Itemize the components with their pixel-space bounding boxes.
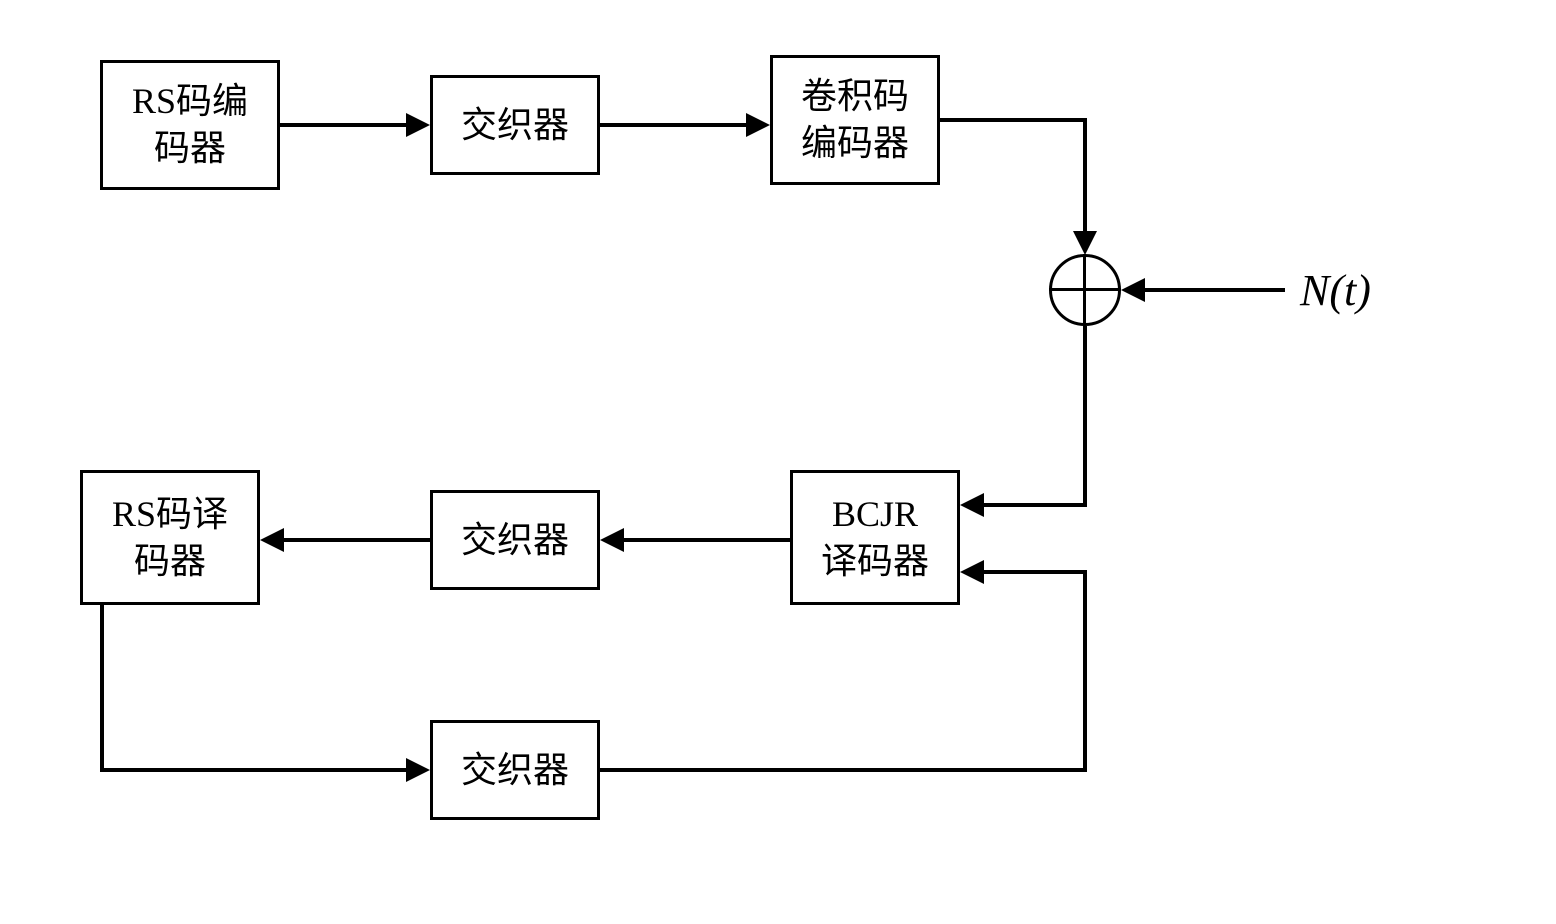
rs-encoder-label: RS码编 码器	[132, 78, 248, 172]
bcjr-decoder-box: BCJR 译码器	[790, 470, 960, 605]
arrow-conv-to-sum-v	[1083, 118, 1087, 233]
arrow-rs-enc-to-int1-head	[406, 113, 430, 137]
interleaver3-box: 交织器	[430, 720, 600, 820]
noise-text: N(t)	[1300, 266, 1371, 315]
rs-encoder-box: RS码编 码器	[100, 60, 280, 190]
interleaver3-label: 交织器	[461, 747, 569, 794]
arrow-rs-dec-to-int3-v	[100, 605, 104, 770]
arrow-int1-to-conv-head	[746, 113, 770, 137]
bcjr-decoder-label: BCJR 译码器	[821, 491, 929, 585]
arrow-conv-to-sum-h	[940, 118, 1087, 122]
arrow-int3-to-bcjr-h	[600, 768, 1087, 772]
arrow-bcjr-to-int2-head	[600, 528, 624, 552]
interleaver1-label: 交织器	[461, 102, 569, 149]
arrow-bcjr-to-int2	[624, 538, 790, 542]
noise-label: N(t)	[1300, 265, 1371, 316]
arrow-int2-to-rs-dec	[284, 538, 430, 542]
arrow-noise-to-sum-head	[1121, 278, 1145, 302]
arrow-rs-enc-to-int1	[280, 123, 408, 127]
arrow-int2-to-rs-dec-head	[260, 528, 284, 552]
rs-decoder-box: RS码译 码器	[80, 470, 260, 605]
arrow-int1-to-conv	[600, 123, 748, 127]
rs-decoder-label: RS码译 码器	[112, 491, 228, 585]
arrow-int3-to-bcjr-h2	[984, 570, 1087, 574]
arrow-noise-to-sum	[1145, 288, 1285, 292]
arrow-int3-to-bcjr-v	[1083, 572, 1087, 772]
arrow-sum-to-bcjr-v	[1083, 326, 1087, 505]
arrow-rs-dec-to-int3-h	[100, 768, 408, 772]
interleaver2-box: 交织器	[430, 490, 600, 590]
summing-cross-v	[1083, 254, 1086, 326]
conv-encoder-box: 卷积码 编码器	[770, 55, 940, 185]
interleaver1-box: 交织器	[430, 75, 600, 175]
interleaver2-label: 交织器	[461, 517, 569, 564]
arrow-sum-to-bcjr-h	[984, 503, 1087, 507]
arrow-conv-to-sum-head	[1073, 231, 1097, 255]
arrow-rs-dec-to-int3-head	[406, 758, 430, 782]
conv-encoder-label: 卷积码 编码器	[801, 73, 909, 167]
arrow-sum-to-bcjr-head	[960, 493, 984, 517]
arrow-int3-to-bcjr-head	[960, 560, 984, 584]
